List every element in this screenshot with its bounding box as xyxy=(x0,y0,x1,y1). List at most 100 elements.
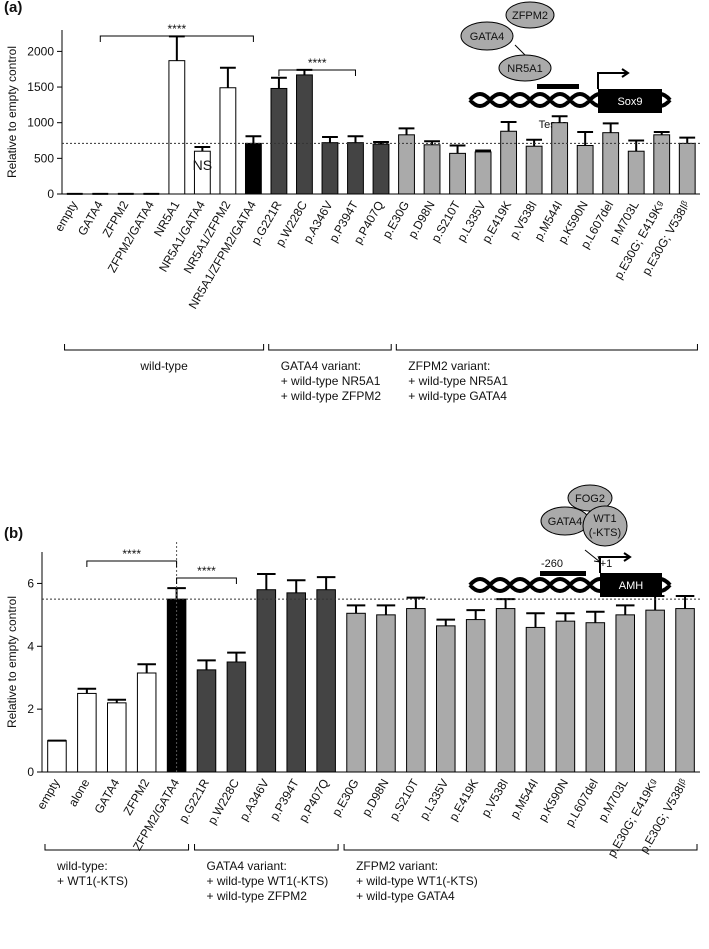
bar xyxy=(627,150,645,195)
error-bar xyxy=(551,115,568,123)
error-bar xyxy=(373,140,389,145)
group-label: + wild-type ZFPM2 xyxy=(281,389,382,403)
y-tick-label: 0 xyxy=(27,765,34,779)
group-label: + wild-type NR5A1 xyxy=(408,374,508,388)
bar xyxy=(585,622,606,773)
bar xyxy=(576,145,594,195)
error-bar xyxy=(586,610,605,623)
group-label: ZFPM2 variant: xyxy=(356,859,438,873)
y-axis-label: Relative to empty control xyxy=(5,596,19,728)
group-label: + wild-type GATA4 xyxy=(408,389,507,403)
error-bar xyxy=(645,595,665,611)
x-tick-label: alone xyxy=(66,776,93,809)
bar xyxy=(244,142,262,195)
error-bar xyxy=(296,68,313,75)
bar xyxy=(449,152,466,195)
bar xyxy=(286,592,306,773)
error-bar xyxy=(257,573,276,590)
y-tick-label: 1500 xyxy=(27,80,54,94)
error-bar xyxy=(271,76,287,89)
y-tick-label: 0 xyxy=(47,187,54,201)
protein xyxy=(498,54,552,82)
diagram-label: (-KTS) xyxy=(589,527,621,539)
diagram-label: WT1 xyxy=(593,513,616,525)
group-bracket xyxy=(343,844,698,851)
protein xyxy=(460,21,514,51)
bar xyxy=(406,608,426,773)
diagram-label: FOG2 xyxy=(575,493,605,505)
diagram-label: GATA4 xyxy=(548,516,582,528)
group-bracket xyxy=(44,844,190,851)
y-axis-label: Relative to empty control xyxy=(5,46,19,178)
error-bar xyxy=(316,576,336,590)
bar xyxy=(219,87,237,195)
diagram-label: Sox9 xyxy=(617,96,642,108)
group-label: + wild-type WT1(-KTS) xyxy=(356,874,478,888)
error-bar xyxy=(194,145,211,152)
error-bar xyxy=(77,687,97,694)
diagram-label: NR5A1 xyxy=(507,63,542,75)
diagram-label: +1 xyxy=(600,558,613,570)
bar xyxy=(615,614,635,773)
diagram-label: GATA4 xyxy=(470,31,504,43)
error-bar xyxy=(449,144,466,154)
group-label: + wild-type ZFPM2 xyxy=(207,889,308,903)
bar xyxy=(347,142,364,195)
x-tick-label: p.E30G xyxy=(329,777,361,819)
group-bracket xyxy=(64,344,265,351)
error-bar xyxy=(168,35,185,61)
protein xyxy=(505,1,555,29)
bar xyxy=(495,608,516,773)
bar xyxy=(270,87,288,195)
diagram-a: GATA4 ZFPM2 NR5A1 Sox9 Tesco xyxy=(460,1,672,131)
error-bar xyxy=(436,618,456,626)
annotation: **** xyxy=(122,547,141,561)
x-tick-label: GATA4 xyxy=(91,776,122,816)
y-tick-label: 4 xyxy=(27,639,34,653)
x-tick-label: p.E419K xyxy=(446,777,481,824)
error-bar xyxy=(424,140,440,145)
annotation: NS xyxy=(193,157,212,173)
bar xyxy=(602,132,620,195)
group-label: + wild-type WT1(-KTS) xyxy=(207,874,329,888)
error-bar xyxy=(107,698,127,703)
panel-label: (b) xyxy=(4,525,23,542)
annotation: **** xyxy=(197,564,216,578)
bar xyxy=(346,612,366,773)
y-tick-label: 1000 xyxy=(27,116,54,130)
group-label: ZFPM2 variant: xyxy=(408,359,490,373)
error-bar xyxy=(167,587,186,600)
element xyxy=(537,84,579,89)
group-label: + WT1(-KTS) xyxy=(57,874,128,888)
bar xyxy=(256,589,277,773)
error-bar xyxy=(526,612,545,628)
bar xyxy=(321,142,339,195)
error-bar xyxy=(500,120,517,132)
group-bracket xyxy=(395,344,698,351)
arrow xyxy=(584,549,601,563)
bar xyxy=(423,144,441,195)
gene-box xyxy=(598,89,662,113)
error-bar xyxy=(475,149,491,152)
error-bar xyxy=(137,663,156,673)
y-tick-label: 2 xyxy=(27,702,34,716)
bar xyxy=(555,620,576,773)
error-bar xyxy=(398,127,415,135)
bar xyxy=(551,122,569,195)
error-bar xyxy=(347,135,364,143)
y-tick-label: 500 xyxy=(34,151,54,165)
x-tick-label: p.V538I xyxy=(478,777,511,820)
error-bar xyxy=(322,135,338,143)
error-bar xyxy=(602,122,619,133)
bar xyxy=(500,130,518,195)
error-bar xyxy=(346,604,366,614)
bar xyxy=(474,151,492,195)
bar xyxy=(168,60,186,195)
bar xyxy=(316,589,336,773)
panel-label: (a) xyxy=(4,0,22,16)
bar xyxy=(47,740,67,773)
error-bar xyxy=(227,651,246,662)
error-bar xyxy=(615,604,635,615)
group-label: wild-type: xyxy=(56,859,108,873)
group-label: GATA4 variant: xyxy=(207,859,287,873)
